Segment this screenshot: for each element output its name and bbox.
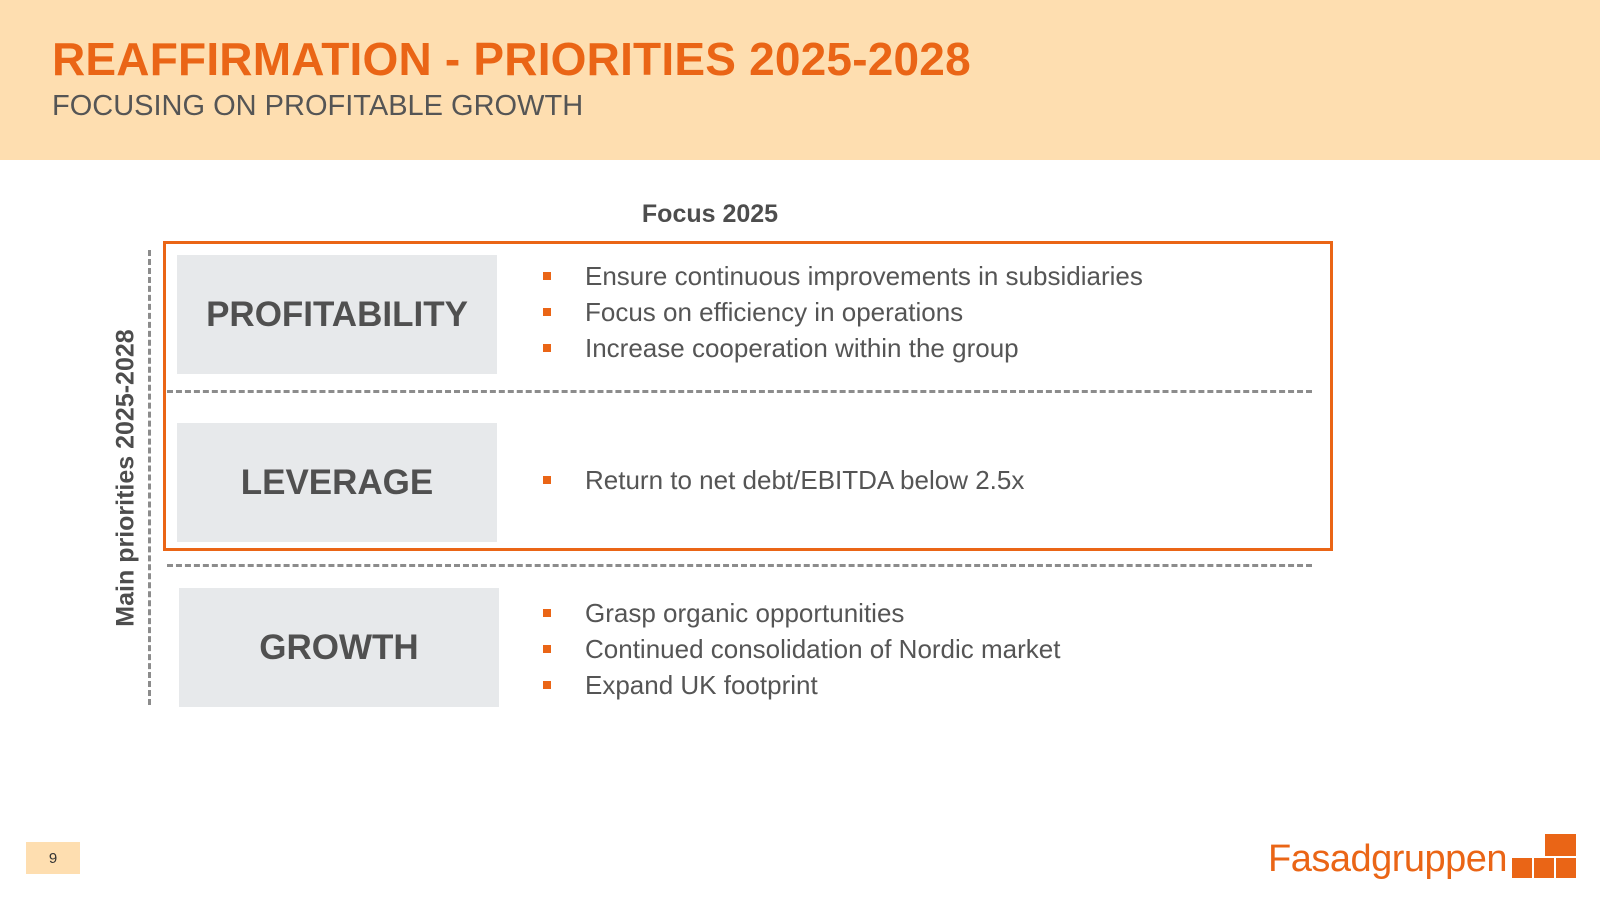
- priority-label: GROWTH: [259, 627, 419, 667]
- header-banner: [0, 0, 1600, 160]
- priority-box-growth: GROWTH: [179, 588, 499, 707]
- bullet-square-icon: [543, 476, 551, 484]
- logo-blocks-icon: [1512, 834, 1576, 878]
- bullet-square-icon: [543, 272, 551, 280]
- side-label: Main priorities 2025-2028: [111, 329, 140, 627]
- list-item: Return to net debt/EBITDA below 2.5x: [541, 462, 1024, 498]
- bullet-list-profitability: Ensure continuous improvements in subsid…: [541, 258, 1143, 366]
- priority-box-leverage: LEVERAGE: [177, 423, 497, 542]
- page-title: REAFFIRMATION - PRIORITIES 2025-2028: [52, 33, 971, 85]
- priority-box-profitability: PROFITABILITY: [177, 255, 497, 374]
- divider-dashed: [167, 564, 1312, 567]
- bullet-square-icon: [543, 609, 551, 617]
- priority-label: LEVERAGE: [240, 462, 434, 502]
- list-item: Expand UK footprint: [541, 667, 1060, 703]
- list-item: Increase cooperation within the group: [541, 330, 1143, 366]
- focus-highlight-box: [163, 241, 1333, 551]
- bullet-square-icon: [543, 344, 551, 352]
- bullet-list-leverage: Return to net debt/EBITDA below 2.5x: [541, 462, 1024, 498]
- list-item: Continued consolidation of Nordic market: [541, 631, 1060, 667]
- list-item: Grasp organic opportunities: [541, 595, 1060, 631]
- bullet-list-growth: Grasp organic opportunities Continued co…: [541, 595, 1060, 703]
- priority-label: PROFITABILITY: [206, 294, 468, 334]
- bullet-square-icon: [543, 308, 551, 316]
- bullet-square-icon: [543, 645, 551, 653]
- focus-label: Focus 2025: [641, 200, 779, 228]
- logo-text: Fasadgruppen: [1268, 838, 1508, 880]
- bullet-square-icon: [543, 681, 551, 689]
- list-item: Focus on efficiency in operations: [541, 294, 1143, 330]
- side-dashed-line: [148, 250, 151, 705]
- divider-dashed: [167, 390, 1312, 393]
- list-item: Ensure continuous improvements in subsid…: [541, 258, 1143, 294]
- page-number: 9: [26, 842, 80, 874]
- page-subtitle: FOCUSING ON PROFITABLE GROWTH: [52, 90, 584, 122]
